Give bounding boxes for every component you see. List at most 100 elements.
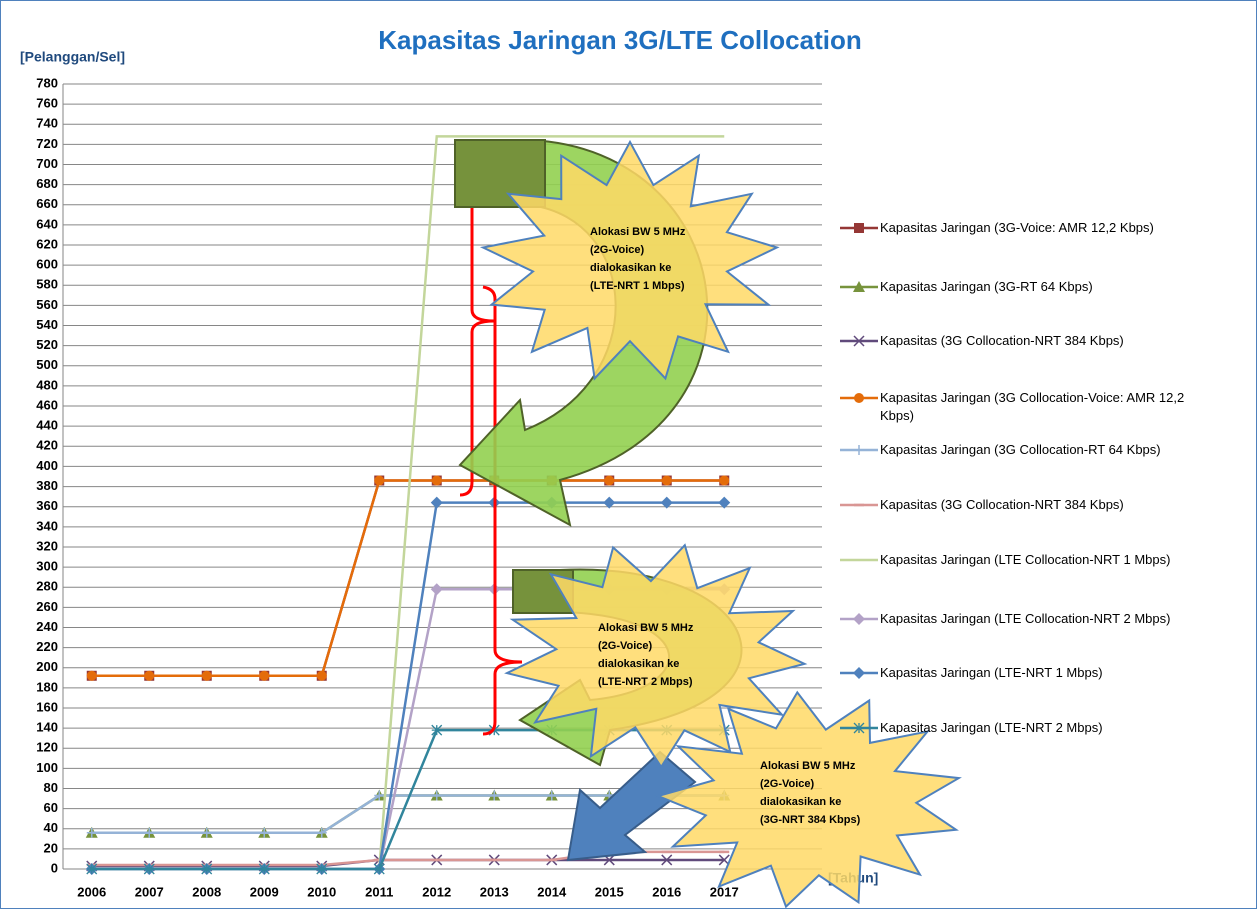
marker [373, 863, 385, 875]
y-tick-label: 680 [36, 176, 58, 191]
starburst [479, 139, 780, 381]
annotation-text: dialokasikan ke [590, 262, 671, 274]
legend-label: Kapasitas Jaringan (3G-RT 64 Kbps) [880, 279, 1093, 294]
marker [316, 863, 328, 875]
y-tick-label: 40 [44, 820, 58, 835]
y-tick-label: 520 [36, 337, 58, 352]
y-tick-label: 740 [36, 116, 58, 131]
x-tick-label: 2008 [192, 884, 221, 899]
marker [854, 223, 864, 233]
legend-label: Kapasitas Jaringan (LTE-NRT 2 Mbps) [880, 720, 1103, 735]
y-tick-label: 140 [36, 720, 58, 735]
y-tick-label: 280 [36, 579, 58, 594]
annotation-text: Alokasi BW 5 MHz [760, 760, 856, 772]
y-tick-label: 460 [36, 397, 58, 412]
marker [431, 475, 442, 486]
x-tick-label: 2014 [537, 884, 567, 899]
y-tick-label: 300 [36, 559, 58, 574]
marker [489, 790, 500, 801]
y-tick-label: 160 [36, 699, 58, 714]
series-line [91, 479, 725, 678]
annotation-text: (LTE-NRT 1 Mbps) [590, 280, 685, 292]
marker [853, 613, 865, 625]
annotation-text: (LTE-NRT 2 Mbps) [598, 676, 693, 688]
marker [603, 496, 616, 509]
y-tick-label: 500 [36, 357, 58, 372]
annotation-text: (3G-NRT 384 Kbps) [760, 814, 861, 826]
marker [661, 475, 672, 486]
marker [430, 583, 443, 596]
legend-label: Kapasitas Jaringan (LTE-NRT 1 Mbps) [880, 665, 1103, 680]
y-tick-label: 60 [44, 800, 58, 815]
marker [661, 854, 673, 866]
marker [853, 335, 865, 347]
starburst [504, 543, 808, 769]
marker [316, 670, 327, 681]
marker [853, 281, 865, 292]
marker [86, 670, 97, 681]
y-tick-label: 660 [36, 196, 58, 211]
marker [86, 863, 98, 875]
x-tick-label: 2012 [422, 884, 451, 899]
marker [604, 475, 615, 486]
annotation-text: (2G-Voice) [598, 640, 653, 652]
y-tick-label: 640 [36, 216, 58, 231]
y-tick-label: 580 [36, 277, 58, 292]
y-tick-label: 620 [36, 236, 58, 251]
legend-label: Kapasitas (3G Collocation-NRT 384 Kbps) [880, 333, 1124, 348]
y-tick-label: 600 [36, 257, 58, 272]
annotation-text: Alokasi BW 5 MHz [590, 226, 686, 238]
y-tick-label: 360 [36, 498, 58, 513]
y-tick-label: 340 [36, 518, 58, 533]
marker [259, 670, 270, 681]
annotation-text: Alokasi BW 5 MHz [598, 622, 694, 634]
marker [258, 863, 270, 875]
x-tick-label: 2006 [77, 884, 106, 899]
legend-label: Kapasitas Jaringan (LTE Collocation-NRT … [880, 611, 1171, 626]
marker [546, 790, 557, 801]
marker [854, 393, 864, 403]
marker [259, 827, 270, 838]
marker [718, 496, 731, 509]
y-tick-label: 220 [36, 639, 58, 654]
annotation-text: dialokasikan ke [760, 796, 841, 808]
marker [374, 475, 385, 486]
marker [374, 790, 385, 801]
y-tick-label: 780 [36, 75, 58, 90]
legend-label: Kapasitas (3G Collocation-NRT 384 Kbps) [880, 497, 1124, 512]
marker [853, 722, 865, 734]
y-tick-label: 480 [36, 377, 58, 392]
y-tick-label: 120 [36, 740, 58, 755]
y-tick-label: 320 [36, 538, 58, 553]
y-tick-label: 560 [36, 297, 58, 312]
y-tick-label: 760 [36, 96, 58, 111]
x-tick-label: 2007 [135, 884, 164, 899]
marker [201, 670, 212, 681]
x-tick-label: 2017 [710, 884, 739, 899]
legend-label: Kapasitas Jaringan (3G Collocation-RT 64… [880, 442, 1161, 457]
annotations: Alokasi BW 5 MHz (2G-Voice) dialokasikan k… [479, 139, 962, 909]
y-tick-label: 400 [36, 458, 58, 473]
y-tick-label: 80 [44, 780, 58, 795]
legend-label: Kapasitas Jaringan (3G-Voice: AMR 12,2 K… [880, 220, 1154, 235]
marker [86, 827, 97, 838]
y-tick-label: 540 [36, 317, 58, 332]
annotation-text: (2G-Voice) [760, 778, 815, 790]
y-tick-label: 420 [36, 438, 58, 453]
marker [660, 496, 673, 509]
x-tick-label: 2013 [480, 884, 509, 899]
y-tick-label: 20 [44, 840, 58, 855]
marker [853, 667, 865, 679]
marker [201, 863, 213, 875]
marker [431, 790, 442, 801]
marker [144, 670, 155, 681]
legend-label: Kapasitas Jaringan (LTE Collocation-NRT … [880, 552, 1171, 567]
y-tick-label: 440 [36, 418, 58, 433]
marker [144, 827, 155, 838]
annotation-text: dialokasikan ke [598, 658, 679, 670]
x-tick-label: 2016 [652, 884, 681, 899]
annotation-text: (2G-Voice) [590, 244, 645, 256]
y-tick-label: 700 [36, 156, 58, 171]
